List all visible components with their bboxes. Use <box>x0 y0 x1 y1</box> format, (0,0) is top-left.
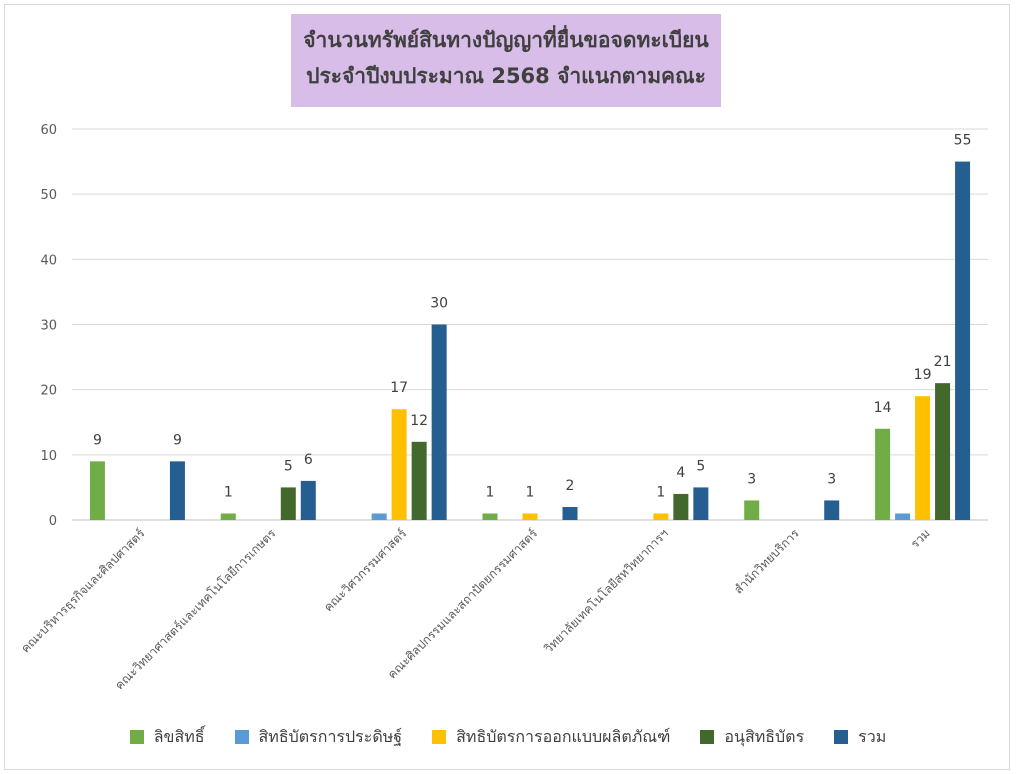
legend-label: สิทธิบัตรการออกแบบผลิตภัณฑ์ <box>456 726 671 746</box>
legend-swatch <box>234 730 249 744</box>
y-tick-label: 60 <box>40 123 57 138</box>
bar <box>371 513 387 520</box>
legend-item: ลิขสิทธิ์ <box>129 725 205 750</box>
data-label: 1 <box>224 484 233 500</box>
chart-title-line-2: ประจำปีงบประมาณ 2568 จำแนกตามคณะ <box>306 64 706 88</box>
y-tick-label: 50 <box>40 188 57 203</box>
chart-title-line-1: จำนวนทรัพย์สินทางปัญญาที่ยื่นขอจดทะเบียน <box>303 28 709 52</box>
chart-title-box: จำนวนทรัพย์สินทางปัญญาที่ยื่นขอจดทะเบียน… <box>291 14 721 107</box>
data-label: 19 <box>914 367 932 383</box>
legend-label: ลิขสิทธิ์ <box>153 726 205 746</box>
x-tick-label: คณะวิทยาศาสตร์และเทคโนโลยีการเกษตร <box>112 526 279 693</box>
data-label: 17 <box>390 380 408 396</box>
bar <box>431 324 447 520</box>
data-label: 2 <box>566 478 575 494</box>
bar <box>280 487 296 520</box>
bar <box>693 487 709 520</box>
bar <box>653 513 669 520</box>
bar <box>935 383 951 520</box>
legend-swatch <box>432 730 447 744</box>
data-label: 9 <box>93 432 102 448</box>
bar <box>955 161 971 521</box>
bar <box>300 480 316 520</box>
legend-label: อนุสิทธิบัตร <box>724 726 805 746</box>
data-label: 1 <box>486 484 495 500</box>
data-label: 5 <box>696 458 705 474</box>
data-label: 21 <box>934 354 952 370</box>
bar <box>220 513 236 520</box>
x-tick-label: คณะศิลปกรรมและสถาปัตยกรรมศาสตร์ <box>385 526 541 682</box>
data-label: 6 <box>304 452 313 468</box>
bar <box>875 428 891 520</box>
bar <box>562 506 578 520</box>
data-label: 30 <box>430 296 448 312</box>
chart-legend: ลิขสิทธิ์ สิทธิบัตรการประดิษฐ์ สิทธิบัตรกา… <box>0 722 1016 752</box>
x-tick-label: คณะวิศวกรรมศาสตร์ <box>321 526 410 615</box>
data-label: 3 <box>827 471 836 487</box>
legend-label: รวม <box>858 726 887 746</box>
data-label: 1 <box>526 484 535 500</box>
bar <box>89 461 105 520</box>
bar <box>673 493 689 520</box>
data-label: 4 <box>676 465 685 481</box>
data-label: 12 <box>410 413 428 429</box>
bar <box>169 461 185 520</box>
data-label: 3 <box>747 471 756 487</box>
data-label: 1 <box>656 484 665 500</box>
legend-item: สิทธิบัตรการออกแบบผลิตภัณฑ์ <box>432 725 670 750</box>
bar <box>411 441 427 520</box>
x-tick-label: วิทยาลัยเทคโนโลยีสหวิทยาการฯ <box>541 526 671 656</box>
bar <box>824 500 840 520</box>
data-label: 9 <box>173 432 182 448</box>
y-tick-label: 10 <box>40 449 57 464</box>
bar <box>522 513 538 520</box>
legend-swatch <box>129 730 144 744</box>
bar <box>915 396 931 520</box>
bar <box>391 409 407 520</box>
x-tick-label: สำนักวิทยบริการ <box>731 526 802 597</box>
bar <box>482 513 498 520</box>
y-tick-label: 40 <box>40 253 57 268</box>
chart-frame <box>4 4 1010 770</box>
legend-label: สิทธิบัตรการประดิษฐ์ <box>258 726 403 746</box>
data-label: 5 <box>284 458 293 474</box>
legend-item: รวม <box>834 725 886 750</box>
x-tick-label: รวม <box>908 526 933 551</box>
legend-item: สิทธิบัตรการประดิษฐ์ <box>234 725 403 750</box>
data-label: 14 <box>874 400 892 416</box>
data-label: 55 <box>954 133 972 149</box>
bar <box>744 500 760 520</box>
x-tick-label: คณะบริหารธุรกิจและศิลปศาสตร์ <box>18 526 148 656</box>
legend-item: อนุสิทธิบัตร <box>700 725 804 750</box>
y-tick-label: 0 <box>49 514 57 529</box>
y-tick-label: 20 <box>40 384 57 399</box>
legend-swatch <box>700 730 715 744</box>
bar <box>895 513 911 520</box>
legend-swatch <box>834 730 849 744</box>
y-tick-label: 30 <box>40 319 57 334</box>
